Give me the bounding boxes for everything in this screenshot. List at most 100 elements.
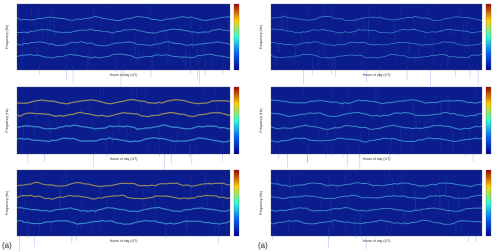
noise (36, 45, 38, 55)
x-axis-label: Hours of day (UT) (363, 239, 391, 243)
noise (434, 4, 436, 8)
noise (199, 87, 200, 89)
noise (27, 218, 28, 239)
noise (360, 214, 361, 234)
streak (270, 53, 483, 59)
spectrogram-panel: Hours of day (UT) Frequency (Hz) (259, 169, 492, 250)
noise (185, 215, 187, 228)
colorbar (233, 169, 240, 237)
noise (100, 183, 102, 191)
y-axis-label: Frequency (Hz) (259, 108, 263, 132)
noise (377, 88, 378, 100)
noise (278, 143, 280, 160)
streak (16, 41, 231, 47)
noise (333, 54, 334, 69)
noise (418, 114, 420, 132)
noise (303, 90, 304, 96)
noise (276, 174, 278, 187)
noise (303, 69, 304, 84)
noise (435, 94, 437, 102)
noise (71, 231, 73, 243)
noise (136, 89, 138, 101)
noise (464, 51, 466, 54)
noise (405, 208, 407, 210)
noise (74, 212, 76, 226)
noise (361, 50, 362, 66)
noise (432, 51, 434, 61)
noise (301, 211, 303, 215)
noise (476, 112, 478, 124)
noise (74, 49, 76, 58)
noise (277, 44, 279, 53)
noise (141, 103, 142, 112)
noise (366, 66, 367, 83)
noise (409, 5, 411, 13)
noise (327, 55, 328, 62)
streak (270, 16, 483, 22)
noise (351, 40, 353, 43)
noise (56, 122, 58, 125)
noise (69, 213, 70, 216)
noise (383, 171, 385, 184)
noise (168, 43, 170, 60)
noise (222, 199, 224, 209)
noise (421, 207, 422, 219)
noise (472, 152, 474, 162)
noise (358, 210, 360, 230)
noise (314, 113, 315, 128)
noise (113, 202, 115, 222)
noise (415, 198, 416, 213)
noise (389, 147, 391, 160)
noise (206, 191, 208, 200)
noise (155, 209, 157, 226)
noise (474, 112, 475, 127)
noise (131, 216, 133, 219)
noise (368, 21, 369, 38)
noise (23, 92, 24, 95)
noise (154, 146, 156, 151)
noise (389, 170, 391, 182)
noise (350, 173, 352, 176)
noise (439, 136, 441, 140)
noise (343, 99, 344, 111)
noise (199, 16, 201, 31)
noise (182, 54, 184, 64)
noise (317, 220, 319, 227)
noise (354, 215, 355, 232)
noise (134, 128, 136, 130)
noise (52, 183, 54, 188)
noise (477, 134, 479, 148)
noise (190, 144, 191, 155)
noise (350, 55, 352, 58)
noise (288, 171, 290, 183)
noise (150, 5, 152, 22)
noise (275, 55, 277, 72)
noise (137, 51, 139, 65)
noise (197, 69, 198, 78)
noise (355, 188, 357, 190)
noise (194, 145, 196, 155)
noise (412, 99, 414, 117)
noise (325, 140, 327, 159)
noise (386, 36, 387, 40)
noise (175, 142, 176, 151)
noise (427, 9, 429, 16)
noise (164, 151, 165, 170)
noise (425, 120, 426, 132)
spectrogram-panel: Hours of day (UT) Frequency (Hz) (5, 169, 240, 252)
noise (301, 31, 302, 46)
noise (101, 16, 102, 29)
streak (270, 207, 483, 212)
noise (80, 222, 81, 228)
noise (21, 49, 23, 68)
noise (210, 112, 211, 120)
noise (212, 56, 213, 70)
noise (190, 199, 192, 203)
noise (102, 138, 104, 146)
noise (99, 87, 101, 96)
noise (20, 183, 22, 197)
noise (397, 153, 399, 156)
noise (417, 104, 418, 109)
noise (211, 178, 212, 186)
noise (49, 121, 51, 141)
